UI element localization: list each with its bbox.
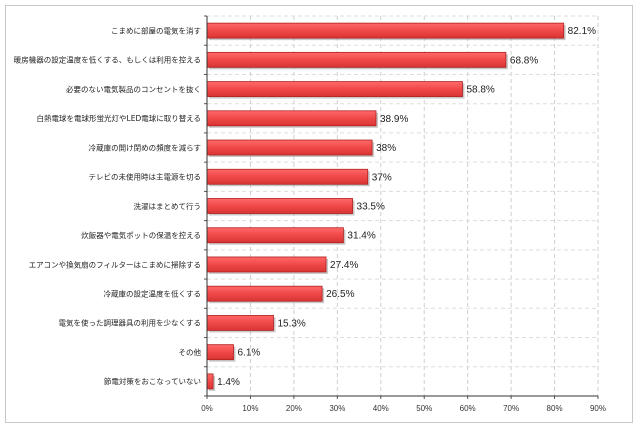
x-tick-label: 60% [460,404,476,413]
value-label: 82.1% [568,26,596,37]
bar [206,22,565,39]
x-tick-label: 50% [416,404,432,413]
value-label: 38% [376,143,396,154]
x-axis-ticks: 0% 10% 20% 30% 40% 50% 60% 70% 80% 90% [201,15,606,413]
category-label: その他 [179,347,202,357]
bar [206,168,369,185]
bar [206,373,214,390]
value-label: 31.4% [347,231,375,242]
bar [206,110,377,127]
x-tick-label: 70% [503,404,519,413]
category-label: 必要のない電気製品のコンセントを抜く [66,84,201,94]
category-label: 炊飯器や電気ポットの保温を控える [81,230,201,240]
value-label: 33.5% [357,202,385,213]
bar [206,227,344,244]
value-label: 58.8% [466,85,494,96]
value-label: 38.9% [380,114,408,125]
bar [206,198,353,214]
bar [206,139,373,156]
x-tick-label: 30% [329,404,345,413]
bar [206,81,463,97]
category-label: 冷蔵庫の開け閉めの頻度を減らす [89,142,201,152]
x-tick-label: 90% [590,404,606,413]
category-label: 暖房機器の設定温度を低くする、もしくは利用を控える [14,55,201,65]
value-label: 15.3% [277,318,305,329]
value-labels: 82.1% 68.8% 58.8% 38.9% 38% 37% 33.5% 31.4% 27.4… [217,26,596,388]
value-label: 1.4% [217,377,240,388]
category-label: テレビの未使用時は主電源を切る [89,172,202,182]
value-label: 68.8% [510,55,538,66]
bar [206,344,234,361]
category-label: 冷蔵庫の設定温度を低くする [104,288,202,298]
category-label: エアコンや換気扇のフィルターはこまめに掃除する [29,259,201,269]
category-label: こまめに部屋の電気を消す [111,25,201,35]
bar [206,285,323,302]
category-label: 洗濯はまとめて行う [134,201,202,211]
x-tick-label: 40% [373,404,389,413]
x-tick-label: 80% [547,404,563,413]
x-tick-label: 10% [242,404,258,413]
bars [206,22,566,391]
category-labels: こまめに部屋の電気を消す暖房機器の設定温度を低くする、もしくは利用を控える必要の… [14,25,202,386]
value-label: 6.1% [238,348,261,359]
bar [206,51,507,68]
grid [207,15,599,396]
category-label: 電気を使った調理器具の利用を少なくする [59,318,202,328]
value-label: 26.5% [326,289,354,300]
bar [206,315,274,331]
x-tick-label: 0% [201,404,213,413]
category-label: 白熱電球を電球形蛍光灯やLED電球に取り替える [37,113,201,123]
value-label: 27.4% [330,260,358,271]
category-label: 節電対策をおこなっていない [104,376,201,386]
value-label: 37% [372,172,392,183]
x-tick-label: 20% [286,404,302,413]
bar [206,256,327,273]
